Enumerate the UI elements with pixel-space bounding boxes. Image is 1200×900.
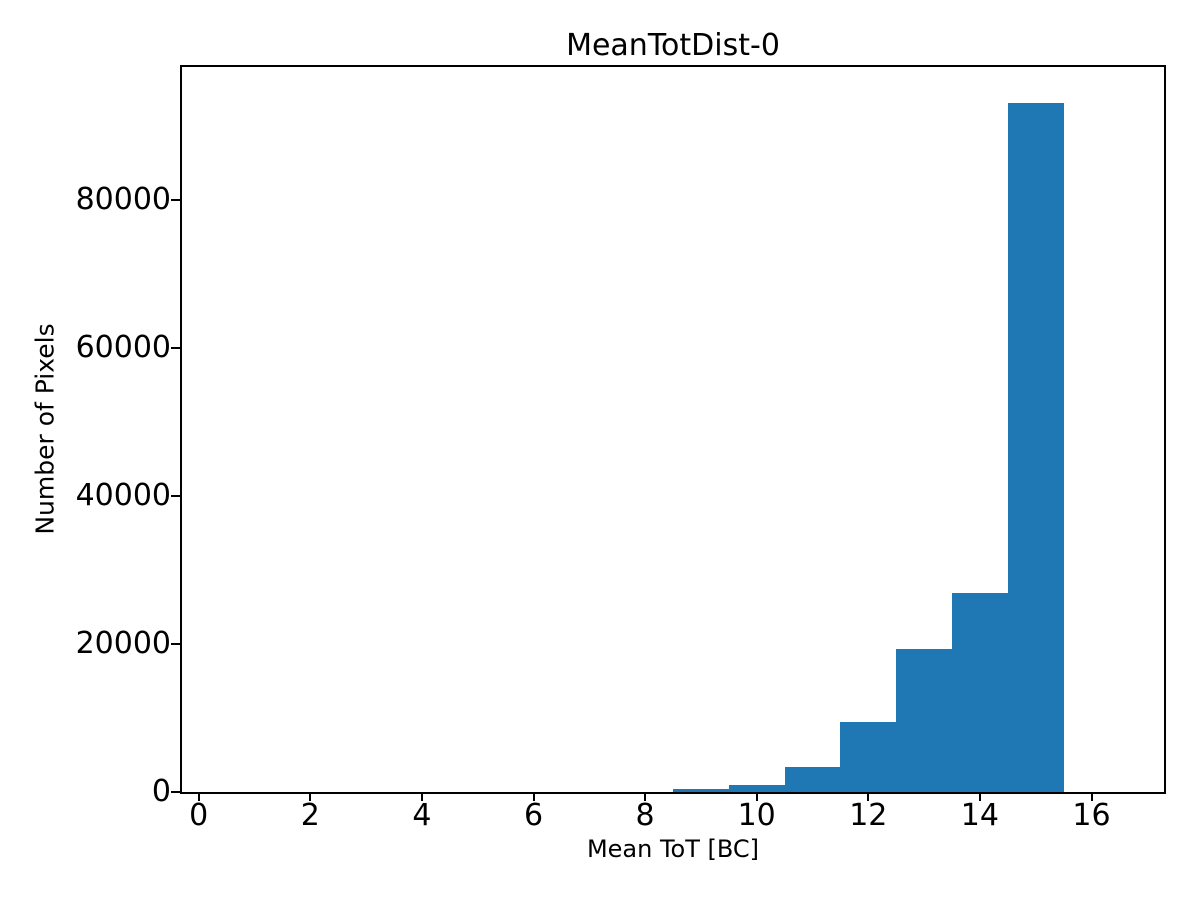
y-tick-mark bbox=[171, 199, 180, 202]
chart-title: MeanTotDist-0 bbox=[566, 28, 780, 63]
histogram-bar bbox=[673, 789, 729, 792]
x-tick-mark bbox=[755, 792, 758, 801]
x-tick-mark bbox=[532, 792, 535, 801]
y-tick-mark bbox=[171, 791, 180, 793]
histogram-bar bbox=[1007, 102, 1064, 792]
histogram-bar bbox=[952, 593, 1008, 792]
x-tick-label: 8 bbox=[635, 798, 655, 833]
y-tick-label: 80000 bbox=[75, 182, 171, 218]
x-tick-label: 6 bbox=[523, 798, 544, 833]
x-axis-label: Mean ToT [BC] bbox=[586, 835, 760, 863]
y-tick-label: 60000 bbox=[75, 330, 171, 366]
x-tick-label: 12 bbox=[849, 798, 888, 833]
histogram-bar bbox=[840, 721, 897, 792]
histogram-bar bbox=[728, 785, 785, 792]
x-tick-mark bbox=[197, 792, 200, 801]
histogram-bar bbox=[784, 766, 841, 792]
x-tick-mark bbox=[867, 792, 870, 801]
x-tick-label: 10 bbox=[737, 798, 776, 833]
histogram-bar bbox=[896, 649, 952, 792]
y-tick-label: 20000 bbox=[75, 626, 171, 661]
x-tick-label: 2 bbox=[300, 798, 320, 833]
y-tick-mark bbox=[171, 347, 180, 350]
y-axis-label: Number of Pixels bbox=[30, 323, 60, 535]
x-tick-mark bbox=[1090, 792, 1093, 801]
x-tick-label: 14 bbox=[960, 798, 999, 833]
y-tick-mark bbox=[171, 495, 180, 498]
x-tick-mark bbox=[978, 792, 981, 801]
x-tick-mark bbox=[309, 792, 312, 801]
x-tick-mark bbox=[644, 792, 647, 801]
y-tick-mark bbox=[171, 643, 180, 645]
x-tick-label: 4 bbox=[412, 798, 432, 833]
y-tick-label: 40000 bbox=[75, 478, 171, 514]
plot-area: MeanTotDist-0 Mean ToT [BC] Number of Pi… bbox=[31, 31, 1166, 861]
x-tick-mark bbox=[420, 792, 423, 801]
y-tick-label: 0 bbox=[151, 774, 171, 809]
x-tick-label: 0 bbox=[189, 798, 209, 833]
x-tick-label: 16 bbox=[1072, 798, 1111, 833]
